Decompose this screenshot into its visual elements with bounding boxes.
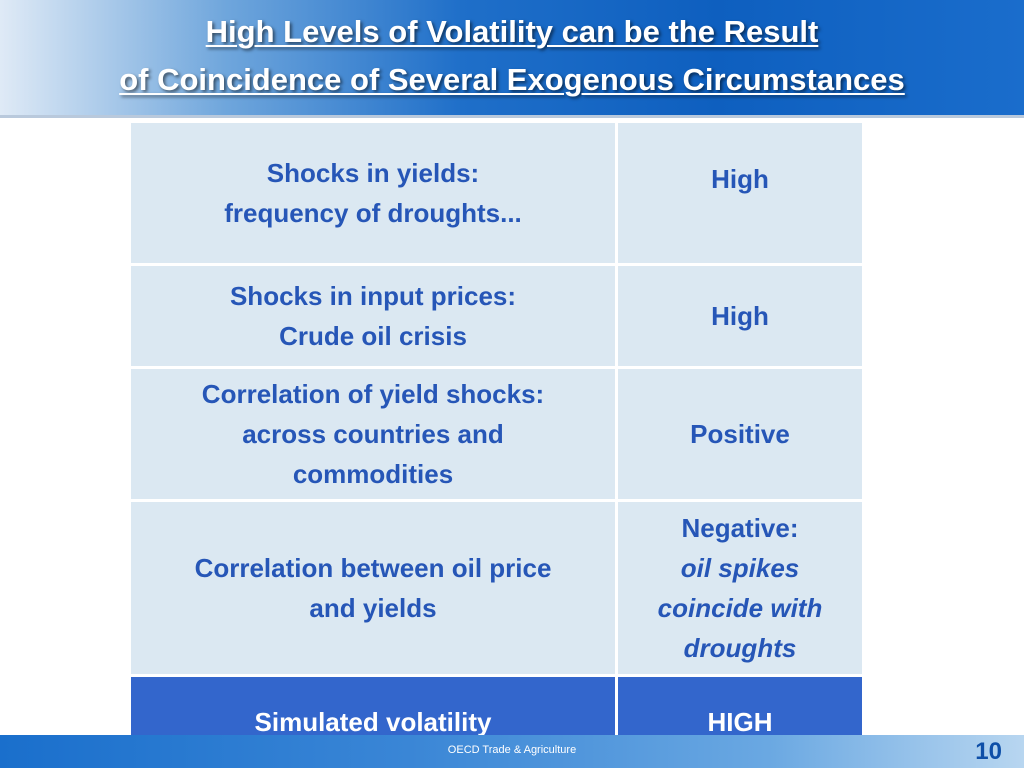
table-cell-factor: Shocks in input prices: Crude oil crisis xyxy=(128,263,618,369)
cell-line: HIGH xyxy=(707,707,773,737)
footer-bar xyxy=(0,735,1024,768)
table-cell-factor: Correlation between oil price and yields xyxy=(128,499,618,677)
cell-line: coincide with xyxy=(657,593,823,623)
footer-text: OECD Trade & Agriculture xyxy=(447,744,577,756)
cell-line: Crude oil crisis xyxy=(279,321,467,351)
table-cell-level: High xyxy=(615,263,865,369)
table-cell-level: Negative: oil spikes coincide with droug… xyxy=(615,499,865,677)
table-row: Shocks in yields: frequency of droughts.… xyxy=(128,120,865,266)
cell-line: and yields xyxy=(309,593,437,623)
cell-line: High xyxy=(711,301,769,331)
slide-title-line-2: of Coincidence of Several Exogenous Circ… xyxy=(119,62,905,97)
cell-line: across countries and xyxy=(242,419,504,449)
cell-line: Correlation between oil price xyxy=(194,553,552,583)
cell-line: High xyxy=(711,164,769,194)
table-cell-factor: Correlation of yield shocks: across coun… xyxy=(128,366,618,502)
cell-line: Correlation of yield shocks: xyxy=(201,379,545,409)
cell-line: Simulated volatility xyxy=(254,707,492,737)
cell-line: droughts xyxy=(683,633,797,663)
table-cell-level: High xyxy=(615,120,865,266)
cell-line: Shocks in yields: xyxy=(266,158,480,188)
table-cell-factor: Shocks in yields: frequency of droughts.… xyxy=(128,120,618,266)
table-row: Correlation of yield shocks: across coun… xyxy=(128,366,865,502)
title-banner: High Levels of Volatility can be the Res… xyxy=(0,0,1024,118)
table-row: Shocks in input prices: Crude oil crisis… xyxy=(128,263,865,369)
cell-line: Negative: xyxy=(681,513,799,543)
cell-line: Positive xyxy=(690,419,790,449)
table-row: Correlation between oil price and yields… xyxy=(128,499,865,677)
cell-line: frequency of droughts... xyxy=(224,198,522,228)
cell-line: commodities xyxy=(292,459,454,489)
page-number: 10 xyxy=(975,738,1002,765)
summary-table: Shocks in yields: frequency of droughts.… xyxy=(128,120,865,768)
cell-line: oil spikes xyxy=(680,553,800,583)
slide-title-line-1: High Levels of Volatility can be the Res… xyxy=(205,14,819,49)
cell-line: Shocks in input prices: xyxy=(229,281,517,311)
table-cell-level: Positive xyxy=(615,366,865,502)
